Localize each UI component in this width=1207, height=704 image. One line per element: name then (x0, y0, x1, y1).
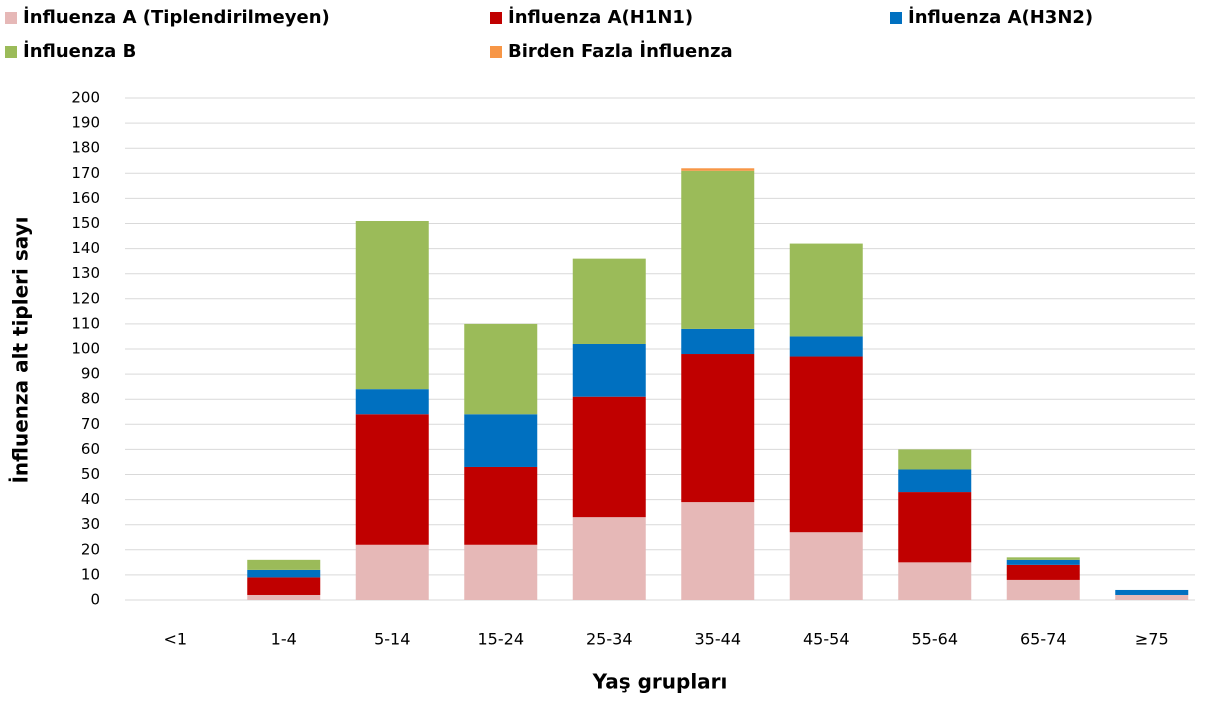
bar-segment (572, 517, 646, 600)
y-tick-label: 130 (71, 264, 100, 282)
x-tick-label: 25-34 (586, 630, 633, 649)
bar-segment (1115, 594, 1189, 600)
legend-swatch (5, 46, 17, 58)
bar-segment (464, 544, 538, 600)
y-tick-label: 80 (81, 390, 100, 408)
legend-label: İnfluenza A(H3N2) (908, 6, 1093, 28)
y-tick-label: 110 (71, 314, 100, 332)
bar-segment (247, 594, 321, 600)
bar-segment (247, 577, 321, 595)
bar-segment (1006, 564, 1080, 580)
bar-segment (681, 168, 755, 171)
y-tick-label: 140 (71, 239, 100, 257)
y-tick-label: 120 (71, 289, 100, 307)
bar-segment (898, 449, 972, 470)
bar-segment (572, 258, 646, 344)
bar-segment (789, 356, 863, 533)
y-tick-label: 160 (71, 189, 100, 207)
legend-label: İnfluenza A(H1N1) (508, 6, 693, 28)
x-axis-title: Yaş grupları (592, 670, 728, 694)
y-tick-label: 30 (81, 515, 100, 533)
bar-segment (355, 389, 429, 415)
x-tick-label: 45-54 (803, 630, 850, 649)
bar-segment (572, 396, 646, 518)
bar-segment (247, 569, 321, 578)
x-tick-label: 1-4 (271, 630, 297, 649)
legend-label: Birden Fazla İnfluenza (508, 40, 733, 62)
bar-segment (681, 328, 755, 355)
bar-segment (898, 469, 972, 493)
bar-segment (247, 559, 321, 570)
x-tick-label: 15-24 (478, 630, 525, 649)
bar-segment (898, 492, 972, 563)
bar-segment (789, 336, 863, 357)
y-tick-label: 50 (81, 465, 100, 483)
legend-label: İnfluenza A (Tiplendirilmeyen) (23, 6, 330, 28)
x-tick-label: 5-14 (374, 630, 410, 649)
x-tick-label: 65-74 (1020, 630, 1067, 649)
y-tick-label: 190 (71, 114, 100, 132)
bar-segment (789, 532, 863, 600)
y-tick-label: 200 (71, 89, 100, 107)
y-tick-label: 150 (71, 214, 100, 232)
bar-segment (572, 343, 646, 397)
legend-swatch (490, 46, 502, 58)
y-tick-label: 0 (90, 591, 100, 609)
bar-segment (355, 220, 429, 390)
y-tick-label: 60 (81, 440, 100, 458)
bar-segment (1115, 589, 1189, 595)
y-axis-title: İnfluenza alt tipleri sayı (9, 216, 33, 483)
legend-swatch (5, 12, 17, 24)
bar-segment (1006, 559, 1080, 565)
bar-segment (355, 414, 429, 545)
bar-segment (355, 544, 429, 600)
legend-label: İnfluenza B (23, 40, 136, 62)
y-tick-label: 70 (81, 415, 100, 433)
x-tick-label: <1 (163, 630, 187, 649)
y-tick-label: 170 (71, 164, 100, 182)
bar-segment (898, 562, 972, 600)
legend-swatch (490, 12, 502, 24)
y-tick-label: 180 (71, 139, 100, 157)
y-tick-label: 40 (81, 490, 100, 508)
bar-segment (1006, 557, 1080, 560)
x-tick-label: 55-64 (912, 630, 959, 649)
y-tick-label: 20 (81, 540, 100, 558)
bar-segment (681, 354, 755, 503)
y-tick-label: 90 (81, 365, 100, 383)
bar-segment (789, 243, 863, 337)
bar-segment (681, 170, 755, 329)
bar-segment (464, 466, 538, 545)
x-tick-label: ≥75 (1135, 630, 1169, 649)
y-tick-label: 100 (71, 340, 100, 358)
bar-segment (464, 323, 538, 415)
legend-swatch (890, 12, 902, 24)
x-tick-label: 35-44 (695, 630, 742, 649)
bar-segment (1006, 579, 1080, 600)
bar-segment (681, 502, 755, 600)
bar-segment (464, 414, 538, 467)
y-tick-label: 10 (81, 565, 100, 583)
